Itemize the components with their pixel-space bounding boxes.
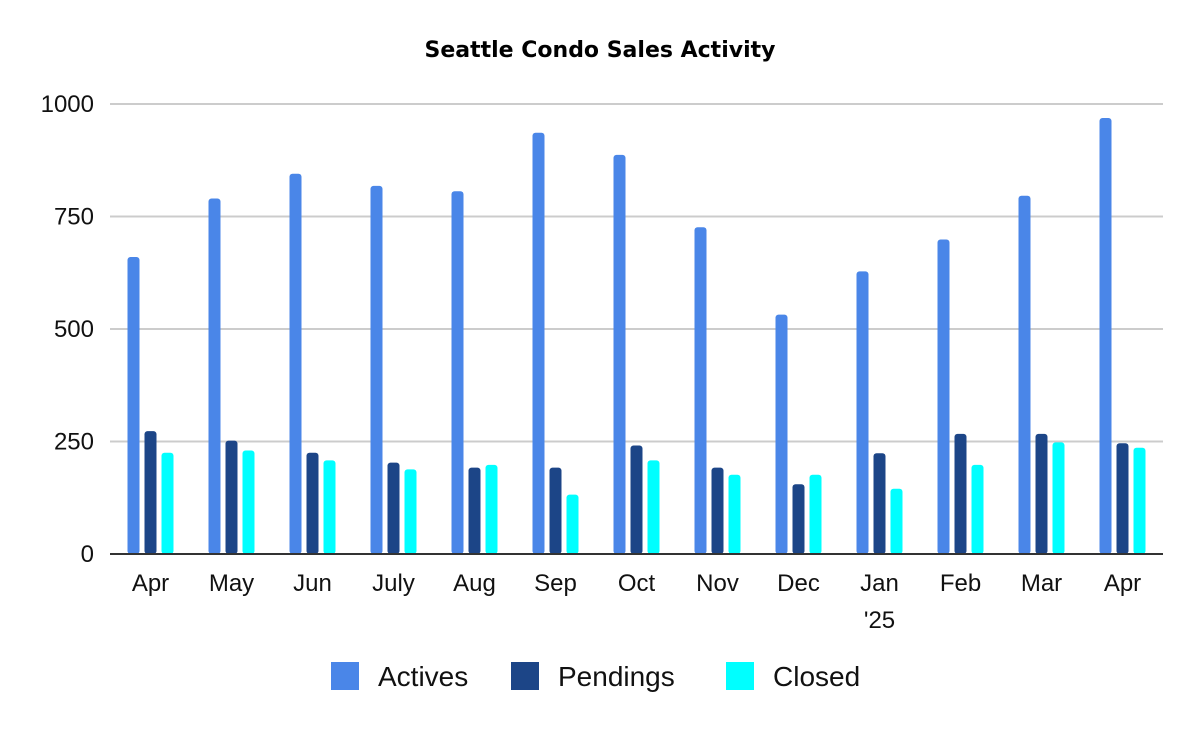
bar-actives-10 <box>937 239 950 554</box>
bar-closed-4 <box>485 464 498 554</box>
bar-closed-9 <box>890 488 903 554</box>
bar-pendings-8 <box>792 484 805 554</box>
x-tick-label: July <box>372 570 415 597</box>
legend-swatch-closed <box>726 662 754 690</box>
bar-actives-12 <box>1099 117 1112 554</box>
bar-closed-10 <box>971 464 984 554</box>
x-tick-label: Sep <box>534 570 577 597</box>
x-axis-ticks: Apr May Jun July Aug Sep Oct Nov Dec Jan '25 Feb Mar… <box>132 570 1141 634</box>
legend-label-pendings: Pendings <box>558 661 675 692</box>
bar-closed-3 <box>404 469 417 554</box>
bar-actives-11 <box>1018 195 1031 555</box>
bar-pendings-2 <box>306 452 319 554</box>
y-axis-ticks: 0 250 500 750 1000 <box>41 91 94 568</box>
bar-actives-1 <box>208 198 221 554</box>
bar-pendings-1 <box>225 440 238 554</box>
x-tick-label: Jun <box>293 570 332 597</box>
bar-pendings-7 <box>711 467 724 554</box>
chart-title: Seattle Condo Sales Activity <box>425 38 776 63</box>
x-tick-label: May <box>209 570 254 597</box>
legend: Actives Pendings Closed <box>331 661 860 692</box>
bar-closed-11 <box>1052 442 1065 554</box>
bar-actives-5 <box>532 132 545 555</box>
bar-closed-6 <box>647 460 660 554</box>
legend-swatch-actives <box>331 662 359 690</box>
bar-closed-12 <box>1133 447 1146 554</box>
legend-label-closed: Closed <box>773 661 860 692</box>
bar-actives-6 <box>613 154 626 554</box>
x-tick-label: Mar <box>1021 570 1062 597</box>
bar-actives-7 <box>694 227 707 555</box>
legend-label-actives: Actives <box>378 661 468 692</box>
bar-closed-2 <box>323 460 336 554</box>
bar-pendings-9 <box>873 453 886 554</box>
x-tick-label: '25 <box>864 607 895 634</box>
x-tick-label: Dec <box>777 570 820 597</box>
x-tick-label: Nov <box>696 570 739 597</box>
bar-pendings-3 <box>387 462 400 554</box>
y-tick-label: 1000 <box>41 91 94 118</box>
bar-actives-8 <box>775 314 788 554</box>
legend-swatch-pendings <box>511 662 539 690</box>
bar-pendings-6 <box>630 445 643 554</box>
gridlines <box>110 103 1163 443</box>
y-tick-label: 250 <box>54 429 94 456</box>
bar-closed-0 <box>161 452 174 554</box>
x-tick-label: Feb <box>940 570 981 597</box>
x-tick-label: Oct <box>618 570 656 597</box>
y-tick-label: 750 <box>54 204 94 231</box>
y-tick-label: 500 <box>54 316 94 343</box>
y-tick-label: 0 <box>81 541 94 568</box>
bar-pendings-4 <box>468 467 481 554</box>
x-tick-label: Apr <box>1104 570 1141 597</box>
bar-closed-1 <box>242 450 255 554</box>
bar-pendings-10 <box>954 433 967 554</box>
bar-actives-0 <box>127 257 140 554</box>
bar-pendings-12 <box>1116 443 1129 554</box>
x-tick-label: Jan <box>860 570 899 597</box>
bar-closed-5 <box>566 494 579 554</box>
bar-closed-8 <box>809 474 822 554</box>
bars <box>127 117 1146 555</box>
bar-pendings-0 <box>144 431 157 554</box>
bar-closed-7 <box>728 474 741 554</box>
bar-actives-3 <box>370 185 383 554</box>
x-tick-label: Apr <box>132 570 169 597</box>
bar-pendings-5 <box>549 467 562 554</box>
bar-actives-2 <box>289 173 302 554</box>
x-tick-label: Aug <box>453 570 496 597</box>
bar-actives-9 <box>856 271 869 554</box>
bar-pendings-11 <box>1035 433 1048 554</box>
bar-actives-4 <box>451 191 464 555</box>
